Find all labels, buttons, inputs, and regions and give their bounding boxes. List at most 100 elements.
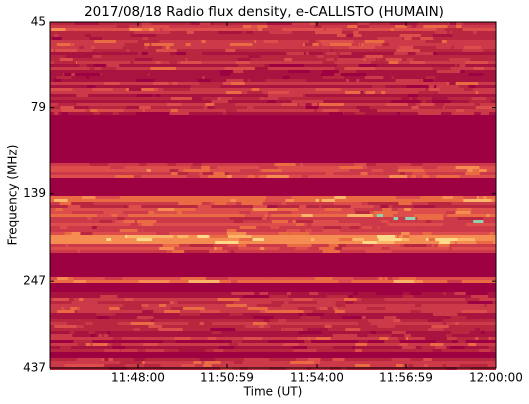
image-streak: [383, 76, 396, 79]
image-streak: [284, 22, 310, 25]
image-streak: [165, 55, 189, 58]
image-streak: [318, 103, 344, 106]
image-streak: [478, 337, 489, 340]
image-streak: [376, 235, 396, 238]
image-streak: [394, 52, 408, 55]
image-streak: [112, 346, 126, 349]
image-streak: [97, 109, 124, 112]
image-streak: [137, 40, 160, 43]
image-streak: [448, 61, 473, 64]
x-tick-label: 11:50:59: [200, 371, 254, 385]
image-row: [50, 85, 496, 88]
image-streak: [449, 58, 470, 61]
image-streak: [117, 64, 142, 67]
image-streak: [201, 40, 206, 43]
image-streak: [305, 106, 319, 109]
image-streak: [99, 364, 126, 367]
image-streak: [339, 166, 363, 169]
image-streak: [226, 109, 237, 112]
image-streak: [461, 310, 488, 313]
x-tick-label: 11:54:00: [290, 371, 344, 385]
image-streak: [467, 301, 493, 304]
image-streak: [455, 166, 480, 169]
image-streak: [245, 238, 265, 241]
image-streak: [352, 238, 364, 241]
image-streak: [170, 307, 183, 310]
image-streak: [326, 52, 337, 55]
image-streak: [308, 247, 320, 250]
image-streak: [190, 85, 212, 88]
image-streak: [237, 64, 265, 67]
image-streak: [61, 109, 86, 112]
image-streak: [344, 67, 365, 70]
image-streak: [287, 244, 312, 247]
image-streak: [420, 103, 435, 106]
image-streak: [335, 247, 342, 250]
image-streak: [54, 325, 77, 328]
image-streak: [391, 331, 406, 334]
image-streak: [364, 313, 386, 316]
image-streak: [59, 58, 73, 61]
image-streak: [465, 55, 482, 58]
image-streak: [376, 241, 395, 244]
image-streak: [362, 58, 366, 61]
image-streak: [67, 277, 74, 280]
image-streak: [455, 211, 471, 214]
image-row: [50, 247, 496, 250]
image-streak: [193, 361, 202, 364]
image-streak: [322, 61, 335, 64]
image-streak: [229, 217, 254, 220]
image-streak: [252, 301, 272, 304]
image-streak: [319, 40, 342, 43]
image-streak: [273, 31, 292, 34]
image-streak: [311, 238, 315, 241]
image-streak: [122, 46, 145, 49]
image-row: [50, 349, 496, 352]
image-streak: [412, 211, 433, 214]
image-streak: [297, 229, 301, 232]
image-streak: [209, 277, 230, 280]
image-streak: [211, 211, 218, 214]
image-streak: [345, 328, 361, 331]
image-streak: [472, 169, 480, 172]
image-streak: [56, 76, 72, 79]
image-streak: [239, 226, 257, 229]
image-streak: [262, 217, 268, 220]
image-streak: [252, 322, 267, 325]
image-streak: [136, 220, 157, 223]
image-streak: [379, 202, 399, 205]
image-streak: [207, 175, 228, 178]
image-streak: [286, 52, 304, 55]
image-streak: [377, 37, 403, 40]
image-streak: [153, 88, 159, 91]
image-streak: [336, 49, 361, 52]
image-streak: [403, 295, 414, 298]
image-streak: [170, 319, 195, 322]
image-streak: [202, 76, 205, 79]
image-streak: [210, 235, 230, 238]
image-streak: [405, 217, 416, 220]
image-streak: [366, 307, 386, 310]
image-streak: [314, 109, 318, 112]
image-streak: [402, 346, 416, 349]
image-streak: [244, 241, 271, 244]
image-streak: [239, 238, 253, 241]
image-streak: [50, 334, 73, 337]
image-streak: [141, 88, 155, 91]
image-streak: [285, 199, 294, 202]
image-streak: [217, 298, 240, 301]
image-streak: [442, 196, 453, 199]
image-streak: [278, 319, 287, 322]
image-streak: [292, 232, 310, 235]
image-streak: [367, 166, 392, 169]
image-streak: [157, 31, 171, 34]
image-streak: [119, 307, 143, 310]
image-streak: [61, 328, 75, 331]
image-streak: [115, 220, 124, 223]
image-streak: [92, 343, 108, 346]
image-streak: [160, 49, 171, 52]
image-streak: [128, 226, 155, 229]
image-streak: [229, 43, 253, 46]
image-streak: [297, 307, 316, 310]
image-streak: [457, 238, 476, 241]
